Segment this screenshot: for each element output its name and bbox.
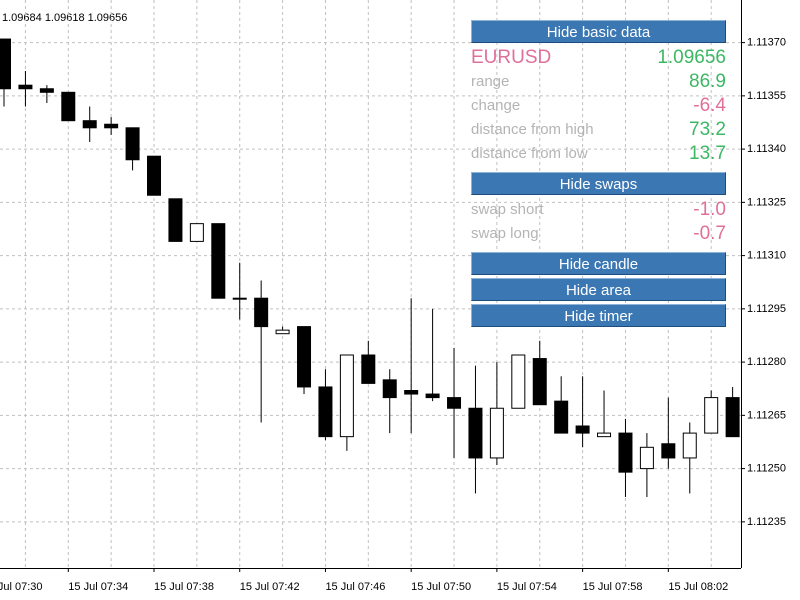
hide-swaps-button[interactable]: Hide swaps: [471, 172, 726, 195]
candle-body: [0, 38, 11, 90]
candle-body: [725, 397, 740, 438]
candle-body: [618, 432, 633, 473]
info-label: distance from high: [471, 121, 594, 138]
info-label: distance from low: [471, 145, 588, 162]
x-tick-label: 15 Jul 07:54: [497, 581, 557, 593]
info-value: 13.7: [689, 143, 726, 164]
panel-button[interactable]: Hide candle: [471, 252, 726, 275]
x-tick-label: 15 Jul 07:42: [240, 581, 300, 593]
y-tick-label: 1.11250: [747, 463, 786, 475]
candle-body: [189, 223, 204, 242]
candle-body: [168, 198, 183, 242]
x-tick-label: 15 Jul 07:50: [411, 581, 471, 593]
x-tick-label: 15 Jul 07:38: [154, 581, 214, 593]
candle-body: [254, 297, 269, 328]
info-label: change: [471, 97, 521, 114]
buttons: Hide candle Hide area Hide timer: [471, 252, 726, 327]
candle-body: [61, 91, 76, 122]
candle-body: [489, 407, 504, 459]
candle-body: [382, 379, 397, 399]
candle-body: [447, 397, 462, 409]
info-value: -1.0: [693, 199, 726, 220]
x-tick-label: 15 Jul 07:46: [325, 581, 385, 593]
candle-body: [575, 425, 590, 434]
info-value: 73.2: [689, 119, 726, 140]
y-tick-label: 1.11340: [747, 143, 786, 155]
info-panel: Hide basic data EURUSD 1.09656 range 86.9…: [471, 20, 726, 330]
candle-body: [532, 358, 547, 406]
candle-body: [211, 223, 226, 299]
candle-body: [511, 354, 526, 409]
candle-body: [104, 123, 119, 129]
y-tick-label: 1.11370: [747, 37, 786, 49]
y-tick-label: 1.11325: [747, 196, 786, 208]
candle-body: [704, 397, 719, 434]
panel-button[interactable]: Hide area: [471, 278, 726, 301]
symbol: EURUSD: [471, 47, 552, 68]
candle-body: [554, 400, 569, 434]
y-tick-label: 1.11280: [747, 356, 786, 368]
candle-body: [82, 120, 97, 129]
y-tick-label: 1.11265: [747, 409, 786, 421]
y-tick-label: 1.11235: [747, 516, 786, 528]
info-label: range: [471, 73, 510, 90]
info-value: 86.9: [689, 71, 726, 92]
panel-button[interactable]: Hide timer: [471, 304, 726, 327]
info-value: -6.4: [693, 95, 726, 116]
info-row: change -6.4: [471, 94, 726, 118]
candle-body: [404, 390, 419, 395]
info-value: -0.7: [693, 223, 726, 244]
y-tick-label: 1.11310: [747, 250, 786, 262]
candle-body: [682, 432, 697, 459]
candle-body: [661, 443, 676, 459]
x-tick-label: 15 Jul 07:30: [0, 581, 43, 593]
candle-body: [232, 297, 247, 300]
candle-body: [318, 386, 333, 438]
x-tick-label: 15 Jul 08:02: [668, 581, 728, 593]
x-tick-label: 15 Jul 07:58: [583, 581, 643, 593]
info-row: range 86.9: [471, 70, 726, 94]
candle-body: [125, 127, 140, 161]
candle-body: [147, 155, 162, 196]
x-tick-label: 15 Jul 07:34: [68, 581, 128, 593]
y-tick-label: 1.11295: [747, 303, 786, 315]
info-row: distance from low 13.7: [471, 142, 726, 166]
info-row: distance from high 73.2: [471, 118, 726, 142]
y-tick-label: 1.11355: [747, 90, 786, 102]
candle-body: [339, 354, 354, 438]
info-label: swap long: [471, 225, 539, 242]
info-row: swap long -0.7: [471, 222, 726, 246]
candle-body: [297, 326, 312, 388]
info-label: swap short: [471, 201, 544, 218]
candle-body: [39, 88, 54, 93]
candle-body: [597, 432, 612, 438]
info-row: swap short -1.0: [471, 198, 726, 222]
ohlc-header: 1.09684 1.09618 1.09656: [2, 12, 127, 24]
basic-rows: range 86.9 change -6.4 distance from high 73.…: [471, 70, 726, 166]
price: 1.09656: [657, 47, 726, 68]
candle-body: [275, 329, 290, 335]
candle-body: [361, 354, 376, 384]
hide-basic-button[interactable]: Hide basic data: [471, 20, 726, 43]
candle-body: [639, 446, 654, 470]
candle-body: [468, 407, 483, 459]
candle-body: [425, 393, 440, 399]
candle-body: [18, 84, 33, 90]
swap-rows: swap short -1.0 swap long -0.7: [471, 198, 726, 246]
symbol-row: EURUSD 1.09656: [471, 46, 726, 70]
